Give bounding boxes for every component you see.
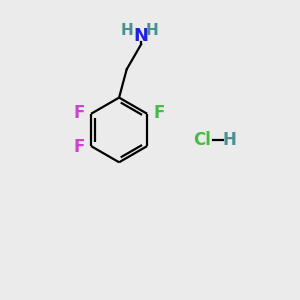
Text: Cl: Cl xyxy=(193,131,211,149)
Text: H: H xyxy=(222,131,236,149)
Text: F: F xyxy=(154,104,165,122)
Text: H: H xyxy=(146,22,158,38)
Text: N: N xyxy=(134,27,149,45)
Text: H: H xyxy=(121,22,134,38)
Text: F: F xyxy=(73,138,85,156)
Text: F: F xyxy=(73,104,85,122)
